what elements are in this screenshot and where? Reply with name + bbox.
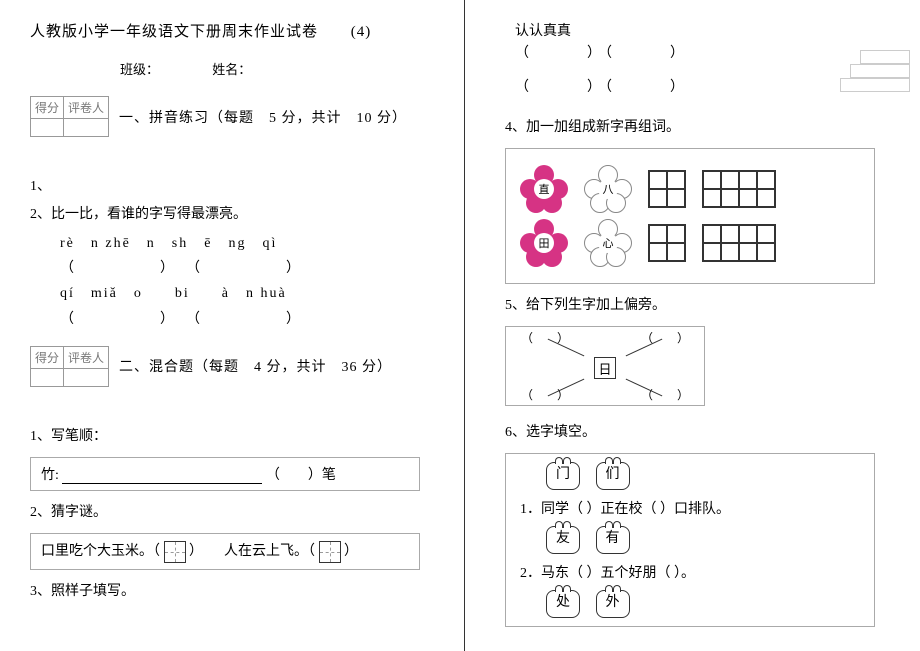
- q4-label: 4、加一加组成新字再组词。: [505, 116, 900, 136]
- section-2-title: 二、混合题（每题 4 分，共计 36 分）: [119, 356, 392, 376]
- section-1-header: 得分 评卷人 一、拼音练习（每题 5 分，共计 10 分）: [30, 96, 444, 137]
- page-title: 人教版小学一年级语文下册周末作业试卷: [30, 24, 318, 40]
- speech-you2: 有: [596, 526, 630, 554]
- flower-frame: 直 八 田 心: [505, 148, 875, 284]
- corner-decoration: [840, 50, 910, 110]
- stroke-underline: [62, 470, 262, 484]
- radical-frame: （ ） （ ） （ ） （ ） 日: [505, 326, 705, 406]
- flower-zhi: 直: [520, 165, 568, 213]
- tianzige-box-1: [164, 541, 186, 563]
- q5-label: 5、给下列生字加上偏旁。: [505, 294, 900, 314]
- fill-line-2: 2．马东（ ）五个好朋（ ）。: [520, 562, 860, 582]
- riddle-text-1: 口里吃个大玉米。（: [41, 544, 160, 559]
- speech-row-1: 门 们: [540, 462, 860, 490]
- q6-label: 6、选字填空。: [505, 421, 900, 441]
- page-title-row: 人教版小学一年级语文下册周末作业试卷 (4): [30, 20, 444, 41]
- grid-2x2-1: [648, 170, 686, 208]
- marker-label: 评卷人: [64, 97, 109, 119]
- q3-label: 3、照样子填写。: [30, 580, 444, 600]
- stroke-order-frame: 竹: （ ）笔: [30, 457, 420, 491]
- flower-char-3: 田: [534, 233, 554, 253]
- riddle-text-3: ）: [344, 544, 358, 559]
- grid-2x4-1: [702, 170, 776, 208]
- stroke-char: 竹:: [41, 468, 59, 483]
- flower-ba: 八: [584, 165, 632, 213]
- stroke-tail: （ ）笔: [266, 468, 336, 483]
- fill1-a: 1．同学（: [520, 502, 583, 517]
- score-box-2: 得分 评卷人: [30, 346, 109, 387]
- page-title-number: (4): [351, 24, 372, 40]
- fill2-a: 2．马东（: [520, 566, 583, 581]
- item-2-text: 2、比一比，看谁的字写得最漂亮。: [30, 203, 444, 223]
- marker-blank: [64, 119, 109, 137]
- score-label: 得分: [31, 97, 64, 119]
- pinyin-paren-2: （ ） （ ）: [60, 307, 444, 332]
- radical-paren-tr: （ ）: [641, 329, 689, 346]
- fill-blank-frame: 门 们 1．同学（ ）正在校（ ）口排队。 友 有 2．马东（ ）五个好朋（ ）…: [505, 453, 875, 627]
- fill2-c: ）。: [674, 566, 695, 581]
- fill1-c: ）口排队。: [660, 502, 730, 517]
- speech-chu: 处: [546, 590, 580, 618]
- speech-men2: 们: [596, 462, 630, 490]
- flower-char-2: 八: [598, 179, 618, 199]
- pinyin-block: rè n zhē n sh ē ng qì （ ） （ ） qí miǎ o b…: [60, 231, 444, 332]
- radical-center-char: 日: [594, 357, 616, 379]
- score-blank-2: [31, 368, 64, 386]
- class-name-row: 班级： 姓名：: [120, 59, 444, 78]
- tianzige-box-2: [319, 541, 341, 563]
- flower-char-4: 心: [598, 233, 618, 253]
- radical-paren-tl: （ ）: [521, 329, 569, 346]
- riddle-frame: 口里吃个大玉米。（ ） 人在云上飞。（ ）: [30, 533, 420, 570]
- speech-men1: 门: [546, 462, 580, 490]
- fill1-b: ）正在校（: [587, 502, 657, 517]
- right-top-block: 认认真真 （ ）（ ） （ ）（ ）: [505, 20, 900, 102]
- grid-2x4-2: [702, 224, 776, 262]
- speech-row-3: 处 外: [540, 590, 860, 618]
- top-word: 认认真真: [515, 20, 900, 40]
- flower-tian: 田: [520, 219, 568, 267]
- q2-label: 2、猜字谜。: [30, 501, 444, 521]
- pinyin-line-2: qí miǎ o bi à n huà: [60, 281, 444, 306]
- score-box-1: 得分 评卷人: [30, 96, 109, 137]
- flower-row-2: 田 心: [520, 219, 860, 267]
- fill-line-1: 1．同学（ ）正在校（ ）口排队。: [520, 498, 860, 518]
- grid-2x2-2: [648, 224, 686, 262]
- pinyin-line-1: rè n zhē n sh ē ng qì: [60, 231, 444, 256]
- speech-row-2: 友 有: [540, 526, 860, 554]
- item-1-number: 1、: [30, 175, 444, 195]
- score-blank: [31, 119, 64, 137]
- fill2-b: ）五个好朋（: [587, 566, 671, 581]
- marker-label-2: 评卷人: [64, 346, 109, 368]
- riddle-text-2: ） 人在云上飞。（: [189, 544, 315, 559]
- left-column: 人教版小学一年级语文下册周末作业试卷 (4) 班级： 姓名： 得分 评卷人 一、…: [0, 0, 465, 651]
- pinyin-paren-1: （ ） （ ）: [60, 256, 444, 281]
- flower-row-1: 直 八: [520, 165, 860, 213]
- right-column: 认认真真 （ ）（ ） （ ）（ ） 4、加一加组成新字再组词。 直: [465, 0, 920, 651]
- flower-xin: 心: [584, 219, 632, 267]
- q1-label: 1、写笔顺：: [30, 425, 444, 445]
- worksheet-page: 人教版小学一年级语文下册周末作业试卷 (4) 班级： 姓名： 得分 评卷人 一、…: [0, 0, 920, 651]
- marker-blank-2: [64, 368, 109, 386]
- section-2-header: 得分 评卷人 二、混合题（每题 4 分，共计 36 分）: [30, 346, 444, 387]
- score-label-2: 得分: [31, 346, 64, 368]
- class-label: 班级：: [120, 62, 159, 77]
- speech-you1: 友: [546, 526, 580, 554]
- speech-wai: 外: [596, 590, 630, 618]
- flower-char-1: 直: [534, 179, 554, 199]
- section-1-title: 一、拼音练习（每题 5 分，共计 10 分）: [119, 107, 407, 127]
- name-label: 姓名：: [212, 62, 251, 77]
